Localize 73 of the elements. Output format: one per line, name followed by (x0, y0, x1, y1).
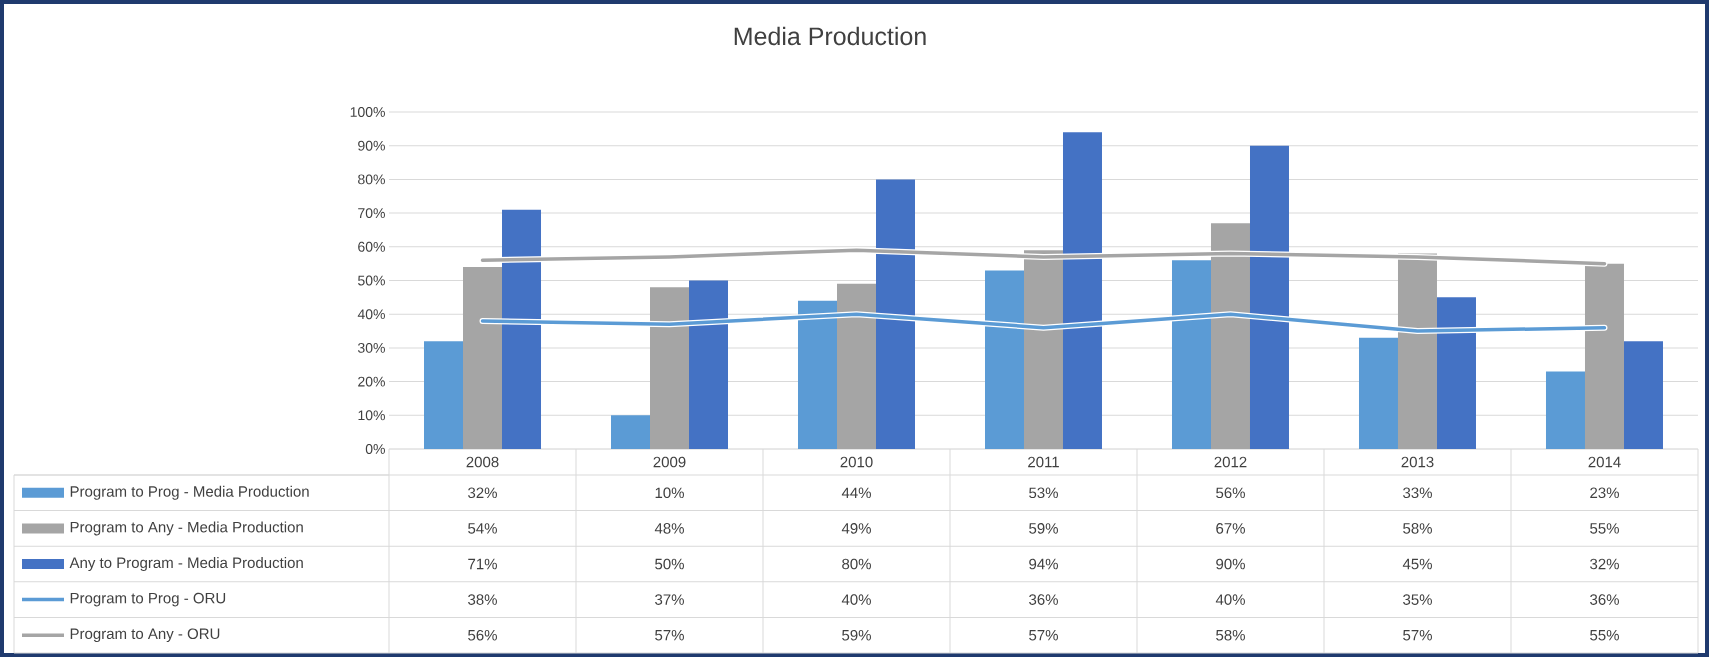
data-label: 56% (468, 629, 497, 641)
x-tick-label: 2012 (1214, 456, 1247, 468)
x-tick-label: 2014 (1588, 456, 1621, 468)
y-tick-label: 20% (358, 376, 385, 387)
data-label: 53% (1029, 487, 1058, 499)
y-tick-label: 50% (358, 275, 385, 286)
data-label: 59% (1029, 523, 1058, 534)
data-label: 38% (468, 594, 497, 605)
legend-label: Program to Any - Media Production (70, 521, 303, 536)
data-label: 55% (1590, 523, 1619, 534)
bar (463, 267, 502, 449)
data-label: 37% (655, 594, 684, 605)
data-label: 55% (1590, 629, 1619, 641)
data-label: 94% (1029, 558, 1058, 570)
data-label: 32% (468, 487, 497, 499)
bar (1623, 341, 1663, 449)
data-label: 10% (655, 487, 684, 499)
chart-title: Media Production (734, 26, 926, 46)
data-label: 48% (654, 523, 684, 534)
bar (876, 179, 915, 449)
bar (611, 415, 650, 449)
data-label: 58% (1403, 523, 1432, 534)
data-label: 58% (1216, 629, 1245, 641)
y-tick-label: 60% (358, 241, 385, 252)
bar (1436, 297, 1476, 449)
y-tick-label: 30% (357, 342, 385, 353)
data-label: 57% (1029, 629, 1058, 641)
y-tick-label: 70% (358, 208, 385, 219)
bar (650, 287, 689, 449)
x-tick-label: 2009 (653, 456, 686, 468)
data-label: 57% (1403, 629, 1432, 641)
data-label: 50% (655, 558, 684, 570)
data-label: 36% (1029, 594, 1058, 605)
data-label: 57% (655, 629, 684, 641)
bar (689, 280, 728, 449)
y-tick-label: 90% (358, 140, 385, 151)
x-tick-label: 2013 (1401, 456, 1434, 468)
x-tick-label: 2011 (1028, 456, 1059, 468)
data-label: 67% (1216, 523, 1245, 534)
data-label: 23% (1590, 487, 1619, 499)
data-label: 56% (1216, 487, 1245, 499)
legend-label: Program to Prog - Media Production (70, 485, 309, 500)
data-label: 71% (468, 558, 497, 570)
data-label: 35% (1403, 594, 1432, 605)
x-tick-label: 2008 (466, 456, 499, 468)
bar (424, 341, 463, 449)
bar (1545, 371, 1585, 449)
data-label: 90% (1216, 558, 1245, 570)
data-label: 59% (842, 629, 871, 641)
data-label: 40% (841, 594, 871, 605)
data-label: 45% (1402, 558, 1432, 570)
bar (837, 283, 876, 449)
data-label: 36% (1590, 594, 1619, 605)
data-label: 49% (841, 523, 871, 534)
legend-label: Any to Program - Media Production (69, 557, 303, 571)
bar (502, 209, 542, 449)
bar (1062, 132, 1102, 449)
bar (1249, 145, 1289, 449)
data-label: 54% (468, 523, 497, 534)
legend-label: Program to Prog - ORU (70, 592, 226, 607)
y-tick-label: 40% (357, 309, 385, 320)
y-tick-label: 100% (350, 107, 385, 117)
y-tick-label: 10% (358, 410, 385, 421)
data-label: 32% (1590, 558, 1619, 570)
bar (1358, 337, 1398, 449)
data-label: 40% (1215, 594, 1245, 605)
data-label: 44% (841, 487, 871, 499)
data-label: 80% (842, 558, 871, 570)
y-tick-label: 0% (365, 444, 385, 454)
y-tick-label: 80% (358, 174, 385, 185)
x-tick-label: 2010 (840, 456, 873, 468)
data-label: 33% (1403, 487, 1432, 499)
legend-label: Program to Any - ORU (70, 628, 220, 642)
